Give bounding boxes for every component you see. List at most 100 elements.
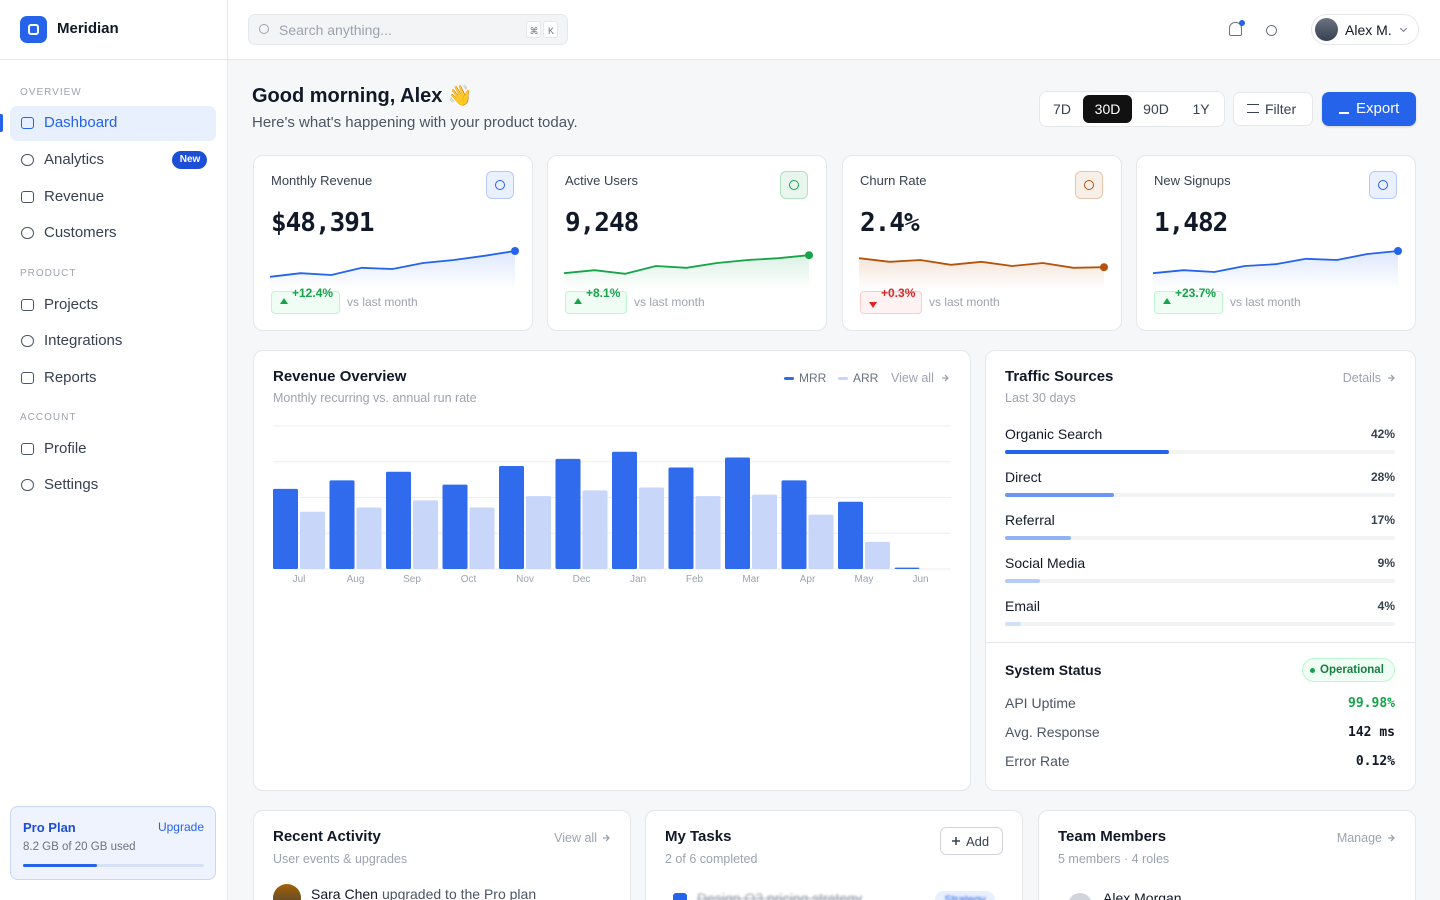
- search-placeholder: Search anything...: [279, 22, 392, 38]
- shortcut-key: K: [543, 21, 558, 38]
- kpi-compare: vs last month: [347, 294, 418, 309]
- nav-item-label[interactable]: Settings: [44, 476, 99, 493]
- traffic-bar: [1005, 622, 1021, 626]
- legend-label: MRR: [799, 370, 827, 385]
- traffic-source-name: Direct: [1005, 469, 1042, 485]
- system-metric-value: 142 ms: [1348, 724, 1395, 740]
- task-checkbox: [673, 893, 687, 900]
- nav-icon: [21, 443, 34, 455]
- card-action[interactable]: Manage: [1336, 831, 1382, 845]
- traffic-source-value: 4%: [1377, 598, 1395, 613]
- range-button[interactable]: 1Y: [1192, 101, 1210, 117]
- activity-avatar: [273, 884, 301, 900]
- nav-item-label[interactable]: Analytics: [44, 151, 105, 168]
- task-tag-text: Strategy: [944, 894, 986, 900]
- nav-item-label[interactable]: Customers: [44, 224, 117, 241]
- traffic-bar: [1005, 450, 1169, 454]
- range-button[interactable]: 30D: [1094, 101, 1121, 117]
- kpi-change-arrow: [1163, 298, 1171, 304]
- filter-button[interactable]: [1233, 92, 1313, 126]
- nav-icon: [21, 479, 34, 491]
- kpi-compare: vs last month: [929, 294, 1000, 309]
- legend-swatch: [838, 377, 848, 380]
- theme-toggle[interactable]: [1266, 25, 1277, 36]
- kpi-label: Active Users: [565, 172, 638, 188]
- activity-text: upgraded to the Pro plan: [382, 886, 537, 900]
- card-subtitle: 2 of 6 completed: [665, 852, 758, 866]
- filter-label: Filter: [1265, 101, 1297, 117]
- status-dot: [1310, 668, 1315, 673]
- team-card: [1038, 810, 1416, 900]
- plan-usage: 8.2 GB of 20 GB used: [23, 841, 136, 853]
- search-box[interactable]: [248, 14, 568, 45]
- x-tick-label: Sep: [403, 574, 421, 585]
- range-button[interactable]: 7D: [1053, 101, 1071, 117]
- kpi-label: Churn Rate: [860, 172, 927, 188]
- export-button[interactable]: [1322, 92, 1416, 126]
- range-button[interactable]: 90D: [1143, 101, 1169, 117]
- traffic-bar-track: [1005, 622, 1395, 626]
- task-text: Design Q3 pricing strategy: [697, 890, 862, 900]
- kpi-change: +8.1%: [586, 286, 621, 300]
- legend-label: ARR: [853, 370, 879, 385]
- traffic-bar-track: [1005, 579, 1395, 583]
- plan-card: [10, 806, 216, 880]
- traffic-bar: [1005, 579, 1041, 583]
- system-metric-label: Error Rate: [1005, 753, 1070, 769]
- x-tick-label: Apr: [799, 574, 816, 585]
- kpi-change-arrow: [280, 298, 288, 304]
- traffic-bar-track: [1005, 450, 1395, 454]
- card-action[interactable]: View all: [891, 371, 934, 385]
- nav-icon: [21, 227, 34, 239]
- system-metric-label: API Uptime: [1005, 695, 1076, 711]
- kpi-change-arrow: [869, 302, 877, 308]
- kpi-value: 1,482: [1154, 208, 1228, 238]
- traffic-source-name: Email: [1005, 598, 1041, 614]
- shortcut-key: ⌘: [526, 21, 541, 38]
- nav-badge-text: New: [179, 154, 201, 165]
- card-subtitle: Monthly recurring vs. annual run rate: [273, 391, 477, 405]
- nav-item-label[interactable]: Integrations: [44, 332, 123, 349]
- task-tag: [935, 891, 995, 900]
- nav-item-active-bg[interactable]: [10, 106, 216, 141]
- nav-item-label[interactable]: Reports: [44, 369, 97, 386]
- notification-bell[interactable]: [1229, 22, 1242, 36]
- nav-icon: [21, 154, 34, 166]
- traffic-source-value: 9%: [1377, 555, 1395, 570]
- card-action[interactable]: Details: [1342, 371, 1381, 385]
- plan-upgrade[interactable]: Upgrade: [157, 819, 204, 834]
- legend-swatch: [784, 377, 794, 380]
- card-title: Traffic Sources: [1005, 368, 1114, 385]
- system-metric-value: 99.98%: [1348, 695, 1395, 711]
- activity-name: Sara Chen: [311, 886, 378, 900]
- card-divider: [986, 642, 1415, 643]
- kpi-change-pill: +8.1%: [565, 286, 628, 314]
- traffic-source-name: Social Media: [1005, 555, 1086, 571]
- card-action[interactable]: View all: [554, 831, 597, 845]
- card-title: Recent Activity: [273, 828, 381, 845]
- x-tick-label: Feb: [685, 574, 704, 585]
- plan-usage-track: [23, 864, 204, 867]
- kpi-change-pill: +0.3%: [860, 286, 923, 314]
- nav-icon: [21, 299, 34, 311]
- nav-item-label[interactable]: Dashboard: [44, 114, 118, 131]
- add-button[interactable]: [940, 827, 1003, 855]
- greeting-subtitle: Here's what's happening with your produc…: [252, 114, 578, 131]
- member-name: Alex Morgan: [1103, 890, 1182, 900]
- plan-name: Pro Plan: [23, 819, 76, 835]
- nav-section-title: OVERVIEW: [20, 87, 82, 98]
- user-name: Alex M.: [1345, 22, 1392, 38]
- nav-item-label[interactable]: Projects: [44, 296, 99, 313]
- card-title: My Tasks: [665, 828, 732, 845]
- kpi-change: +23.7%: [1175, 286, 1217, 300]
- shortcut-key-text: K: [547, 25, 554, 36]
- nav-icon: [21, 117, 34, 129]
- nav-item-label[interactable]: Profile: [44, 440, 87, 457]
- x-tick-label: Jan: [629, 574, 647, 585]
- card-title: System Status: [1005, 662, 1102, 678]
- nav-badge: New: [172, 151, 207, 169]
- kpi-icon-glyph: [789, 180, 799, 190]
- traffic-bar: [1005, 493, 1115, 497]
- nav-item-label[interactable]: Revenue: [44, 188, 105, 205]
- traffic-bar: [1005, 536, 1072, 540]
